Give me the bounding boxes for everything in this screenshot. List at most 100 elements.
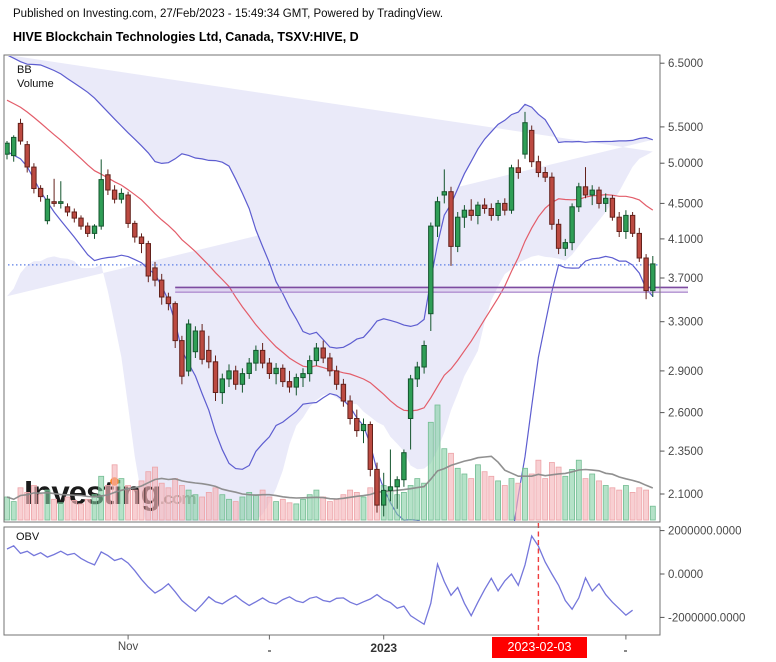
volume-bar (427, 421, 434, 521)
volume-bar (145, 471, 152, 521)
volume-bar (448, 452, 454, 521)
publish-info: Published on Investing.com, 27/Feb/2023 … (13, 8, 444, 20)
volume-bar (528, 473, 535, 521)
volume-bar (293, 503, 300, 521)
candle-body (387, 486, 394, 491)
main-pane-border[interactable] (3, 54, 661, 523)
volume-bar (30, 485, 37, 521)
volume-bar (549, 462, 555, 521)
candle-body (529, 129, 535, 163)
volume-bar (623, 485, 629, 521)
candle-body (185, 323, 192, 372)
volume-bar (326, 501, 333, 521)
volume-bar (441, 448, 448, 521)
volume-bar (125, 485, 131, 521)
volume-bar (353, 491, 360, 521)
time-axis[interactable]: Nov 2023 (0, 635, 776, 662)
candle-body (64, 206, 71, 213)
candle-body (300, 373, 306, 379)
candle-body (78, 217, 84, 227)
candle-body (495, 202, 501, 216)
candle-body (481, 204, 488, 210)
volume-bar (165, 487, 172, 521)
candle-body (549, 176, 555, 225)
volume-bar (596, 480, 602, 521)
volume-bar (232, 501, 239, 521)
candle-body (354, 418, 360, 432)
volume-bar (535, 459, 542, 521)
candle-body (629, 214, 636, 234)
candle-body (152, 267, 158, 281)
volume-bar (24, 491, 31, 521)
volume-bar (333, 498, 340, 521)
price-tick-label: 2.6000 (668, 408, 703, 420)
volume-bar (37, 494, 44, 521)
volume-bar (84, 498, 91, 521)
volume-bar (306, 494, 313, 521)
price-axis[interactable]: 6.5000 5.5000 5.0000 4.5000 4.1000 3.7000 3.30… (660, 58, 745, 624)
volume-bar (199, 496, 206, 521)
volume-bar (185, 489, 192, 521)
candle-body (596, 189, 602, 204)
candle-body (394, 479, 400, 488)
volume-bar (44, 489, 51, 521)
time-axis-label: 2023 (370, 641, 398, 655)
volume-bar (279, 498, 286, 521)
volume-bar (252, 494, 259, 521)
bb-indicator-label: BB (17, 64, 32, 76)
candle-body (71, 211, 77, 219)
candle-body (609, 197, 616, 218)
volume-bar (407, 485, 414, 521)
volume-bar (246, 491, 253, 521)
candle-body (219, 378, 226, 394)
chart-title: HIVE Blockchain Technologies Ltd, Canada… (13, 30, 359, 44)
volume-bar (138, 480, 145, 521)
volume-bar (4, 496, 10, 521)
candle-body (320, 347, 326, 359)
volume-bars (4, 404, 656, 521)
volume-bar (105, 485, 111, 521)
candle-body (307, 360, 313, 375)
volume-bar (219, 494, 226, 521)
volume-bar (152, 466, 158, 521)
candle-body (286, 381, 293, 388)
candle-body (333, 370, 340, 385)
minor-date-tick (624, 650, 628, 652)
candle-body (643, 257, 649, 292)
candle-body (603, 197, 609, 204)
candle-body (85, 225, 91, 234)
candle-body (233, 370, 239, 385)
obv-tick-label: -2000000.0000 (668, 612, 745, 624)
candle-body (374, 468, 380, 506)
candle-body (381, 489, 387, 506)
price-tick-label: 3.7000 (668, 273, 703, 285)
volume-bar (118, 478, 125, 521)
volume-bar (400, 491, 407, 521)
bb-upper-band-line (7, 56, 653, 349)
candle-body (105, 174, 111, 191)
volume-bar (367, 487, 374, 521)
candle-body (293, 377, 300, 388)
price-tick-label: 4.1000 (668, 234, 703, 246)
volume-bar (212, 487, 219, 521)
obv-pane-border[interactable] (3, 526, 661, 636)
price-tick-label: 2.9000 (668, 366, 703, 378)
candle-body (650, 263, 656, 292)
price-tick-label: 5.0000 (668, 158, 703, 170)
bb-fill-area (7, 56, 653, 521)
candle-body (17, 122, 24, 142)
candle-body (414, 366, 421, 380)
candle-body (266, 362, 273, 375)
price-tick-label: 5.5000 (668, 122, 703, 134)
volume-bar (495, 480, 502, 521)
volume-bar (300, 498, 306, 521)
volume-bar (636, 487, 643, 521)
volume-bar (172, 478, 179, 521)
candle-body (569, 206, 575, 244)
candle-body (206, 349, 212, 363)
volume-bar (555, 466, 562, 521)
candle-body (347, 400, 353, 419)
volume-bar (91, 494, 98, 521)
volume-bar (259, 489, 266, 521)
